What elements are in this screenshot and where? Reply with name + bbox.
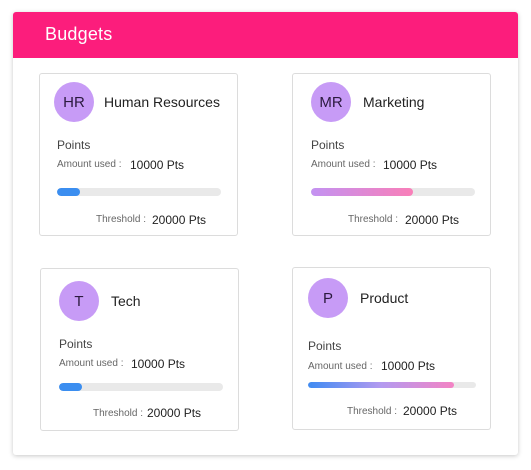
progress-fill [59,383,82,391]
progress-track [311,188,475,196]
budgets-panel: Budgets HR Human Resources Points Amount… [13,12,518,455]
threshold-value: 20000 Pts [152,213,207,227]
progress-track [57,188,221,196]
panel-title: Budgets [45,24,113,44]
avatar: HR [54,82,94,122]
budget-card-human-resources[interactable]: HR Human Resources Points Amount used : … [39,73,238,236]
threshold-value: 20000 Pts [405,213,460,227]
amount-used-label: Amount used : [59,358,124,369]
avatar: MR [311,82,351,122]
department-name: Product [360,290,409,306]
budget-card-product[interactable]: P Product Points Amount used : 10000 Pts… [292,267,491,430]
amount-used-label: Amount used : [57,159,122,170]
threshold-label: Threshold : [96,214,147,225]
amount-used-value: 10000 Pts [130,158,185,172]
progress-track [59,383,223,391]
department-name: Marketing [363,94,425,110]
threshold-label: Threshold : [348,214,399,225]
avatar: P [308,278,348,318]
budget-card-marketing[interactable]: MR Marketing Points Amount used : 10000 … [292,73,491,236]
points-label: Points [308,339,342,353]
progress-fill [308,382,455,388]
points-label: Points [59,337,93,351]
threshold-value: 20000 Pts [147,406,202,420]
points-label: Points [57,138,91,152]
threshold-label: Threshold : [347,406,398,417]
threshold-value: 20000 Pts [403,404,458,418]
amount-used-label: Amount used : [308,361,373,372]
department-name: Human Resources [104,94,220,110]
avatar: T [59,281,99,321]
progress-fill [311,188,413,196]
budget-card-tech[interactable]: T Tech Points Amount used : 10000 Pts Th… [40,268,239,431]
amount-used-value: 10000 Pts [383,158,438,172]
points-label: Points [311,138,345,152]
amount-used-value: 10000 Pts [131,357,186,371]
threshold-label: Threshold : [93,408,144,419]
progress-track [308,382,476,388]
department-name: Tech [111,293,141,309]
amount-used-label: Amount used : [311,159,376,170]
panel-header: Budgets [13,12,518,58]
progress-fill [57,188,80,196]
amount-used-value: 10000 Pts [381,359,436,373]
